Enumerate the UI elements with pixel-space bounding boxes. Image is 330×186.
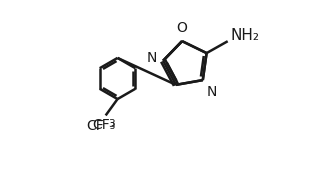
Text: CF: CF — [86, 119, 104, 133]
Text: O: O — [177, 21, 187, 35]
Text: 3: 3 — [108, 119, 115, 129]
Text: NH₂: NH₂ — [231, 28, 260, 43]
Text: N: N — [147, 51, 157, 65]
Text: CF₃: CF₃ — [93, 118, 116, 132]
Text: N: N — [207, 85, 217, 99]
